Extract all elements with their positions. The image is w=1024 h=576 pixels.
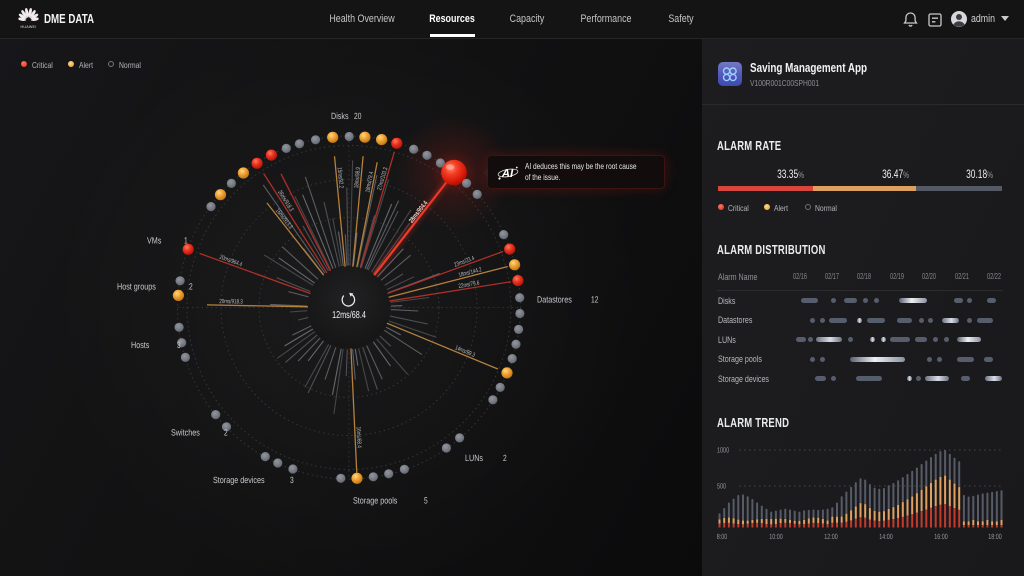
- svg-text:16:00: 16:00: [934, 532, 948, 541]
- svg-text:Switches: Switches: [171, 428, 200, 438]
- svg-text:Hosts: Hosts: [131, 340, 150, 350]
- svg-text:LUNs: LUNs: [465, 453, 483, 463]
- svg-text:12:00: 12:00: [824, 532, 838, 541]
- svg-text:2: 2: [503, 453, 507, 463]
- svg-text:HUAWEI: HUAWEI: [20, 25, 36, 29]
- svg-text:18ms/79.4: 18ms/79.4: [364, 171, 375, 193]
- svg-text:5: 5: [424, 496, 428, 506]
- svg-text:Datastores: Datastores: [537, 295, 572, 305]
- svg-text:2: 2: [224, 428, 228, 438]
- svg-text:VMs: VMs: [147, 236, 162, 246]
- svg-text:22ms/79.6: 22ms/79.6: [458, 280, 480, 290]
- svg-text:Disks: Disks: [331, 111, 349, 121]
- svg-text:Host groups: Host groups: [117, 282, 156, 292]
- svg-text:Storage pools: Storage pools: [353, 496, 398, 506]
- svg-text:1000: 1000: [717, 446, 729, 455]
- svg-text:2: 2: [189, 282, 193, 292]
- svg-text:10:00: 10:00: [769, 532, 783, 541]
- svg-text:12: 12: [591, 295, 598, 305]
- svg-text:16ms/68.4: 16ms/68.4: [355, 427, 363, 449]
- svg-text:14:00: 14:00: [879, 532, 893, 541]
- svg-text:8:00: 8:00: [717, 532, 727, 541]
- svg-text:Storage devices: Storage devices: [213, 475, 265, 485]
- svg-text:20: 20: [354, 111, 361, 121]
- svg-text:AI: AI: [501, 168, 514, 180]
- svg-text:1: 1: [184, 236, 188, 246]
- svg-text:18ms/98.9: 18ms/98.9: [353, 167, 362, 189]
- svg-text:12ms/68.4: 12ms/68.4: [332, 310, 366, 321]
- svg-text:20ms/918.3: 20ms/918.3: [219, 298, 243, 305]
- svg-text:15ms/92.2: 15ms/92.2: [336, 167, 345, 189]
- svg-text:18:00: 18:00: [988, 532, 1002, 541]
- svg-text:3: 3: [177, 340, 181, 350]
- svg-text:3: 3: [290, 475, 294, 485]
- svg-text:500: 500: [717, 482, 726, 491]
